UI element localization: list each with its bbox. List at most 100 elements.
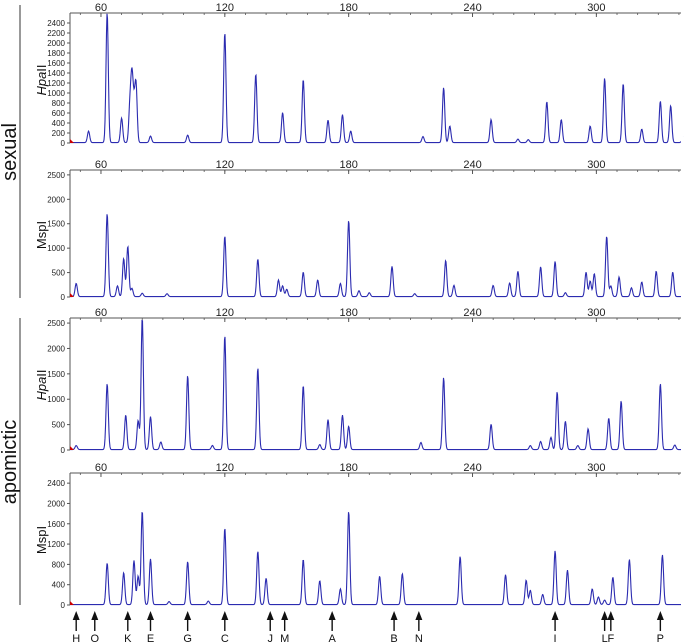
y-tick-label: 0 [61, 601, 66, 610]
marker-F: F [607, 611, 614, 643]
x-tick-label: 300 [587, 307, 605, 319]
marker-J: J [266, 611, 274, 643]
group-label-apomictic: apomictic [0, 420, 21, 504]
y-tick-label: 2400 [47, 19, 65, 28]
x-tick-label: 300 [587, 159, 605, 171]
marker-label: E [147, 633, 154, 643]
x-tick-label: 180 [339, 159, 357, 171]
marker-I: I [551, 611, 559, 643]
marker-P: P [657, 611, 664, 643]
x-tick-label: 60 [95, 159, 107, 171]
x-tick-label: 120 [216, 2, 234, 14]
arrow-up-icon [147, 611, 155, 620]
marker-G: G [183, 611, 192, 643]
y-tick-label: 500 [52, 269, 66, 278]
marker-M: M [280, 611, 289, 643]
y-tick-label: 2000 [47, 39, 65, 48]
arrow-up-icon [266, 611, 274, 620]
arrow-up-icon [221, 611, 229, 620]
panel-sexual-HpaII: 60 120 180 240 30002004006008001000120014001… [34, 2, 684, 148]
arrow-up-icon [656, 611, 664, 620]
x-tick-label: 240 [463, 159, 481, 171]
y-tick-label: 500 [52, 421, 66, 430]
y-tick-label: 1000 [47, 89, 65, 98]
marker-label: H [72, 633, 80, 643]
y-tick-label: 0 [61, 293, 66, 302]
y-tick-label: 2500 [47, 319, 65, 328]
x-tick-label: 120 [216, 462, 234, 474]
y-tick-label: 2000 [47, 499, 65, 508]
x-tick-label: 180 [339, 2, 357, 14]
trace-line [70, 511, 681, 606]
x-tick-label: 60 [95, 2, 107, 14]
y-tick-label: 1000 [47, 395, 65, 404]
marker-label: M [280, 633, 289, 643]
arrow-up-icon [328, 611, 336, 620]
y-tick-label: 1200 [47, 79, 65, 88]
y-tick-label: 2000 [47, 344, 65, 353]
panel-sexual-MspI: 60 120 180 240 300 0 500 1000 1500 2000 2500 MspI [34, 159, 681, 302]
marker-label: N [415, 633, 423, 643]
x-tick-label: 120 [216, 159, 234, 171]
marker-label: L [602, 633, 608, 643]
marker-label: J [267, 633, 273, 643]
arrow-up-icon [415, 611, 423, 620]
marker-label: I [554, 633, 557, 643]
marker-label: B [390, 633, 397, 643]
arrow-up-icon [601, 611, 609, 620]
origin-marker [70, 293, 74, 297]
enzyme-label: HpaII [34, 369, 49, 400]
y-tick-label: 800 [52, 560, 66, 569]
marker-label: P [657, 633, 664, 643]
y-tick-label: 2200 [47, 29, 65, 38]
y-tick-label: 200 [52, 129, 66, 138]
y-tick-label: 1000 [47, 244, 65, 253]
x-tick-label: 180 [339, 307, 357, 319]
y-tick-label: 1600 [47, 520, 65, 529]
marker-A: A [328, 611, 336, 643]
x-tick-label: 240 [463, 462, 481, 474]
x-tick-label: 300 [587, 2, 605, 14]
marker-label: O [90, 633, 99, 643]
marker-K: K [124, 611, 132, 643]
enzyme-label: MspI [34, 221, 49, 249]
y-tick-label: 2500 [47, 171, 65, 180]
enzyme-label: MspI [34, 526, 49, 554]
origin-marker [70, 139, 74, 143]
x-tick-label: 60 [95, 307, 107, 319]
x-tick-label: 120 [216, 307, 234, 319]
y-tick-label: 600 [52, 109, 66, 118]
x-tick-label: 60 [95, 462, 107, 474]
x-tick-label: 300 [587, 462, 605, 474]
y-tick-label: 2000 [47, 195, 65, 204]
marker-N: N [415, 611, 423, 643]
y-tick-label: 1200 [47, 540, 65, 549]
y-tick-label: 400 [52, 581, 66, 590]
y-tick-label: 2400 [47, 479, 65, 488]
arrow-up-icon [124, 611, 132, 620]
arrow-up-icon [390, 611, 398, 620]
panel-apomictic-MspI: 60 120 180 240 300 0 400 800 1200 1600 2000 2400 Msp… [34, 462, 681, 610]
marker-label: A [328, 633, 336, 643]
panel-apomictic-HpaII: 60 120 180 240 300 0 500 1000 1500 2000 2500 HpaII [34, 307, 681, 455]
enzyme-label: HpaII [34, 64, 49, 95]
x-tick-label: 180 [339, 462, 357, 474]
y-tick-label: 0 [61, 139, 66, 148]
arrow-up-icon [91, 611, 99, 620]
group-label-sexual: sexual [0, 123, 21, 181]
y-tick-label: 1500 [47, 220, 65, 229]
marker-E: E [147, 611, 154, 643]
arrow-up-icon [281, 611, 289, 620]
arrow-up-icon [72, 611, 80, 620]
y-tick-label: 800 [52, 99, 66, 108]
trace-line [70, 319, 681, 451]
marker-H: H [72, 611, 80, 643]
y-tick-label: 1800 [47, 49, 65, 58]
arrow-up-icon [551, 611, 559, 620]
y-tick-label: 0 [61, 446, 66, 455]
origin-marker [70, 601, 74, 605]
origin-marker [70, 446, 74, 450]
trace-line [70, 214, 681, 298]
